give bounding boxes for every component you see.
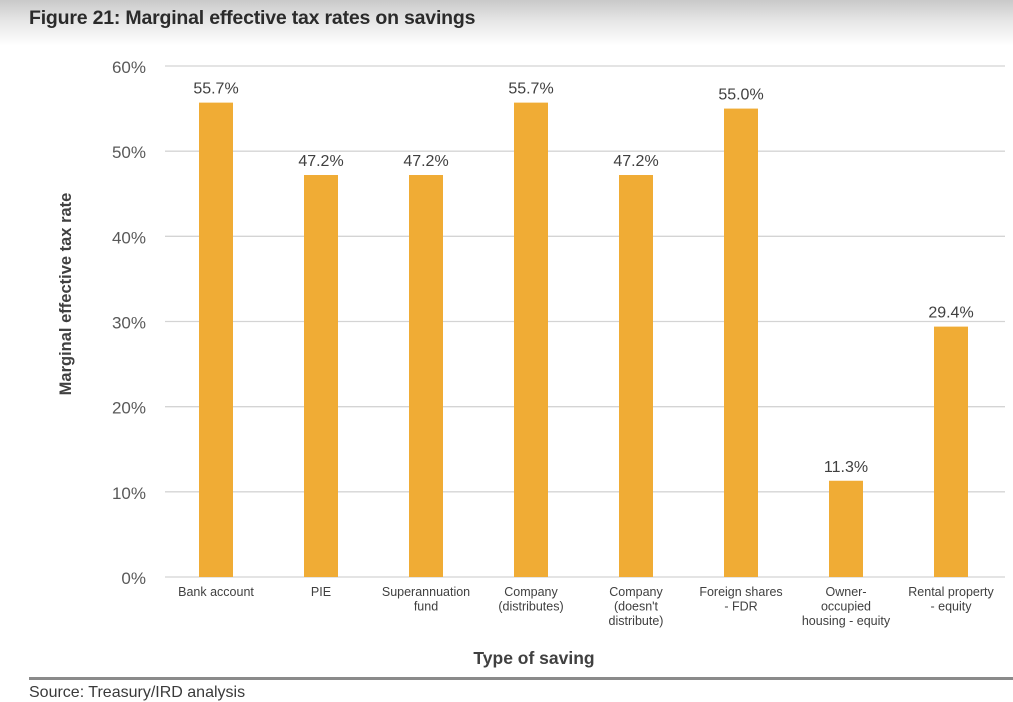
- data-label: 47.2%: [403, 153, 448, 170]
- data-label: 55.7%: [508, 81, 553, 98]
- data-label: 29.4%: [928, 305, 973, 322]
- bar: [304, 175, 338, 577]
- y-axis-title: Marginal effective tax rate: [57, 193, 75, 396]
- data-label: 47.2%: [613, 153, 658, 170]
- y-tick-label: 30%: [112, 314, 146, 333]
- y-tick-label: 0%: [121, 569, 146, 588]
- data-label: 55.0%: [718, 87, 763, 104]
- bar: [514, 102, 548, 577]
- bars: [199, 102, 968, 577]
- x-tick-label: Superannuation fund: [382, 585, 470, 614]
- data-label: 47.2%: [298, 153, 343, 170]
- y-tick-label: 40%: [112, 228, 146, 247]
- x-tick-label: Company (distributes): [498, 585, 563, 614]
- bar: [409, 175, 443, 577]
- x-axis-title: Type of saving: [473, 648, 594, 668]
- y-axis-ticks: 0% 10% 20% 30% 40% 50% 60%: [112, 58, 146, 588]
- x-axis-ticks: Bank account PIE Superannuation fund Company…: [178, 585, 994, 628]
- y-tick-label: 50%: [112, 143, 146, 162]
- data-labels: 55.7% 47.2% 47.2% 55.7% 47.2% 55.0% 11.3% 29.4%: [193, 81, 973, 476]
- y-tick-label: 60%: [112, 58, 146, 77]
- title-band: [0, 0, 1013, 46]
- x-tick-label: PIE: [311, 585, 331, 599]
- bar: [724, 108, 758, 577]
- y-tick-label: 10%: [112, 484, 146, 503]
- x-tick-label: Bank account: [178, 585, 254, 599]
- bar: [199, 102, 233, 577]
- figure-title: Figure 21: Marginal effective tax rates …: [29, 7, 476, 29]
- x-tick-label: Foreign shares - FDR: [699, 585, 782, 614]
- y-tick-label: 20%: [112, 399, 146, 418]
- gridlines: [165, 65, 1005, 578]
- data-label: 11.3%: [824, 459, 868, 476]
- data-label: 55.7%: [193, 81, 238, 98]
- x-tick-label: Owner-occupied housing - equity: [802, 585, 891, 628]
- x-tick-label: Rental property - equity: [908, 585, 994, 614]
- bar: [829, 480, 863, 577]
- source-note: Source: Treasury/IRD analysis: [29, 684, 246, 701]
- bar: [934, 326, 968, 577]
- x-tick-label: Company (doesn't distribute): [609, 585, 664, 628]
- bar: [619, 175, 653, 577]
- footer-divider: [29, 677, 1013, 680]
